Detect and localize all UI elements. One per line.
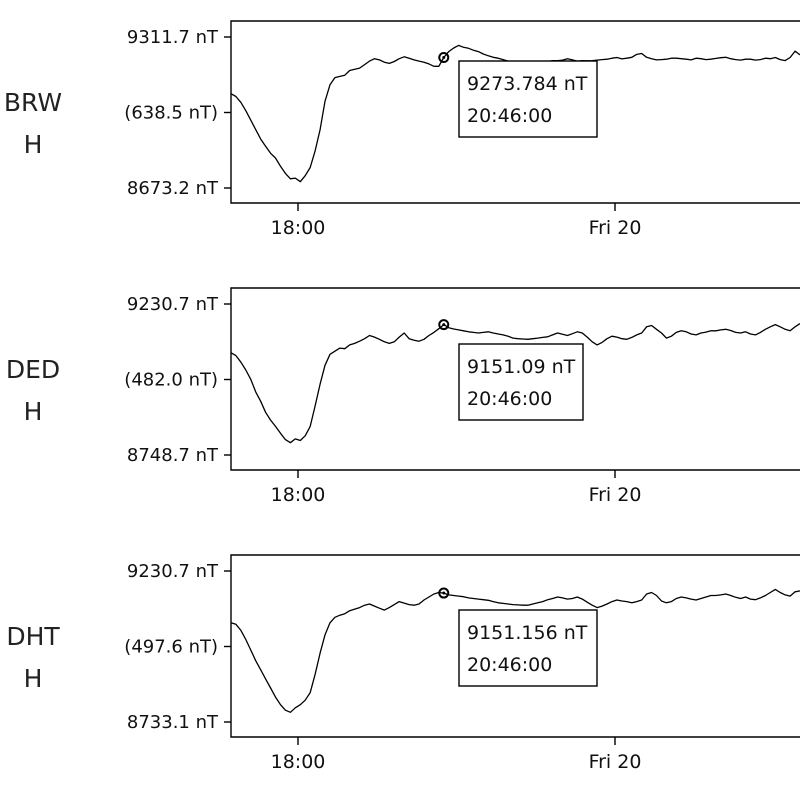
- tooltip-time: 20:46:00: [467, 105, 552, 127]
- x-tick-label: Fri 20: [589, 217, 642, 239]
- tooltip-box: [458, 60, 598, 138]
- tooltip-value: 9273.784 nT: [467, 73, 588, 95]
- station-code: DHT: [6, 622, 60, 651]
- station-code: BRW: [3, 88, 63, 117]
- plot-ded[interactable]: 9230.7 nT (482.0 nT) 8748.7 nT 18:00 Fri 20 9…: [0, 267, 800, 534]
- hover-marker: [438, 52, 450, 64]
- y-tick-label: 9230.7 nT: [127, 561, 219, 582]
- tooltip-box: [458, 343, 584, 421]
- tooltip-time: 20:46:00: [467, 654, 552, 676]
- x-tick-label: 18:00: [271, 484, 326, 506]
- x-tick-label: Fri 20: [589, 751, 642, 773]
- y-tick-label: 9230.7 nT: [127, 294, 219, 315]
- component-label: H: [23, 130, 43, 159]
- y-range-label: (482.0 nT): [124, 370, 218, 391]
- y-tick-label: 9311.7 nT: [127, 27, 219, 48]
- panel-brw: BRW H 9311.7 nT (638.5 nT) 8673.2 nT 18:00 Fri…: [0, 0, 800, 267]
- x-tick-label: 18:00: [271, 217, 326, 239]
- tooltip-box: [458, 609, 598, 687]
- station-label: DED H: [0, 349, 66, 433]
- hover-marker-dot: [442, 323, 446, 327]
- y-range-label: (497.6 nT): [124, 637, 218, 658]
- component-label: H: [23, 664, 43, 693]
- x-tick-label: 18:00: [271, 751, 326, 773]
- series-line: [230, 323, 800, 444]
- y-range-label: (638.5 nT): [124, 103, 218, 124]
- series-line: [230, 588, 800, 713]
- station-label: DHT H: [0, 616, 66, 700]
- station-label: BRW H: [0, 82, 66, 166]
- tooltip-value: 9151.09 nT: [467, 356, 576, 378]
- plot-brw[interactable]: 9311.7 nT (638.5 nT) 8673.2 nT 18:00 Fri 20 9…: [0, 0, 800, 267]
- tooltip-value: 9151.156 nT: [467, 622, 588, 644]
- panel-dht: DHT H 9230.7 nT (497.6 nT) 8733.1 nT 18:00 Fri…: [0, 534, 800, 801]
- y-tick-label: 8673.2 nT: [127, 178, 219, 199]
- hover-marker-dot: [442, 56, 446, 60]
- hover-marker: [438, 319, 450, 331]
- panel-ded: DED H 9230.7 nT (482.0 nT) 8748.7 nT 18:00 Fri…: [0, 267, 800, 534]
- y-tick-label: 8733.1 nT: [127, 712, 219, 733]
- tooltip-time: 20:46:00: [467, 388, 552, 410]
- component-label: H: [23, 397, 43, 426]
- y-tick-label: 8748.7 nT: [127, 445, 219, 466]
- plot-dht[interactable]: 9230.7 nT (497.6 nT) 8733.1 nT 18:00 Fri 20 9…: [0, 534, 800, 801]
- station-code: DED: [5, 355, 61, 384]
- hover-marker: [438, 587, 450, 599]
- x-tick-label: Fri 20: [589, 484, 642, 506]
- hover-marker-dot: [442, 591, 446, 595]
